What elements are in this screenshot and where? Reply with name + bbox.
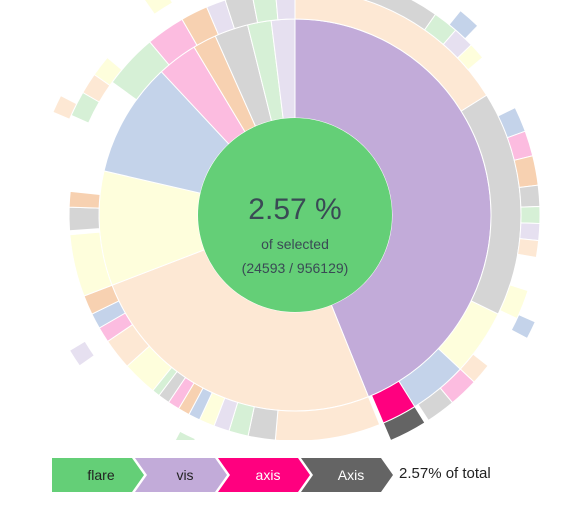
breadcrumb-vis-shape xyxy=(135,458,227,492)
sunburst-segment-level4-green-8[interactable] xyxy=(172,430,197,440)
breadcrumb: flare vis axis Axis xyxy=(52,458,393,492)
breadcrumb-flare-label: flare xyxy=(87,467,114,483)
sunburst-segment-level4-blue-7[interactable] xyxy=(510,313,536,340)
sunburst-segment-level3-Axis-15[interactable] xyxy=(382,405,426,440)
breadcrumb-Axis-label: Axis xyxy=(338,467,364,483)
sunburst-segment-level3-yellow-18[interactable] xyxy=(93,56,123,87)
breadcrumb-flare-shape xyxy=(52,458,144,492)
sunburst-segment-level3-gray-14[interactable] xyxy=(417,387,454,422)
breadcrumb-item-Axis[interactable]: Axis xyxy=(301,458,393,492)
center-percentage: 2.57 % xyxy=(248,193,341,226)
sunburst-segment-level4-lavender-9[interactable] xyxy=(68,340,96,367)
sunburst-segment-level2-orange-22[interactable] xyxy=(68,190,101,209)
sunburst-segment-level2-lavender-29[interactable] xyxy=(275,0,296,21)
breadcrumb-item-axis[interactable]: axis xyxy=(218,458,310,492)
sunburst-segment-level3-green-8[interactable] xyxy=(520,205,541,225)
breadcrumb-axis-label: axis xyxy=(256,467,281,483)
breadcrumb-axis-shape xyxy=(218,458,310,492)
sunburst-segment-level2-gray-21[interactable] xyxy=(68,206,101,232)
sunburst-segment-level2-yellow-20[interactable] xyxy=(69,231,113,297)
sunburst-arcs xyxy=(52,0,541,440)
root-segment-flare[interactable] xyxy=(198,118,392,312)
center-ratio: (24593 / 956129) xyxy=(242,260,349,276)
sunburst-segment-level3-yellow-11[interactable] xyxy=(499,284,529,320)
breadcrumb-item-vis[interactable]: vis xyxy=(135,458,227,492)
sunburst-segment-level4-peach-10[interactable] xyxy=(52,94,78,120)
sunburst-segment-level4-blue-6[interactable] xyxy=(448,9,479,40)
sunburst-segment-level3-gray-7[interactable] xyxy=(518,184,541,208)
sunburst-segment-level4-yellow-11[interactable] xyxy=(143,0,174,16)
sunburst-segment-level4-yellow-5[interactable] xyxy=(399,0,423,2)
sunburst-segment-level3-peach-10[interactable] xyxy=(516,238,540,259)
breadcrumb-summary: 2.57% of total xyxy=(399,465,491,482)
breadcrumb-vis-label: vis xyxy=(176,467,193,483)
sunburst-chart: 2.57 % of selected (24593 / 956129) xyxy=(52,0,541,440)
breadcrumb-item-flare[interactable]: flare xyxy=(52,458,144,492)
sunburst-segment-level3-lavender-9[interactable] xyxy=(519,222,541,242)
sunburst-segment-level3-yellow-3[interactable] xyxy=(456,44,484,71)
breadcrumb-Axis-shape xyxy=(301,458,393,492)
center-subtitle: of selected xyxy=(261,236,329,252)
